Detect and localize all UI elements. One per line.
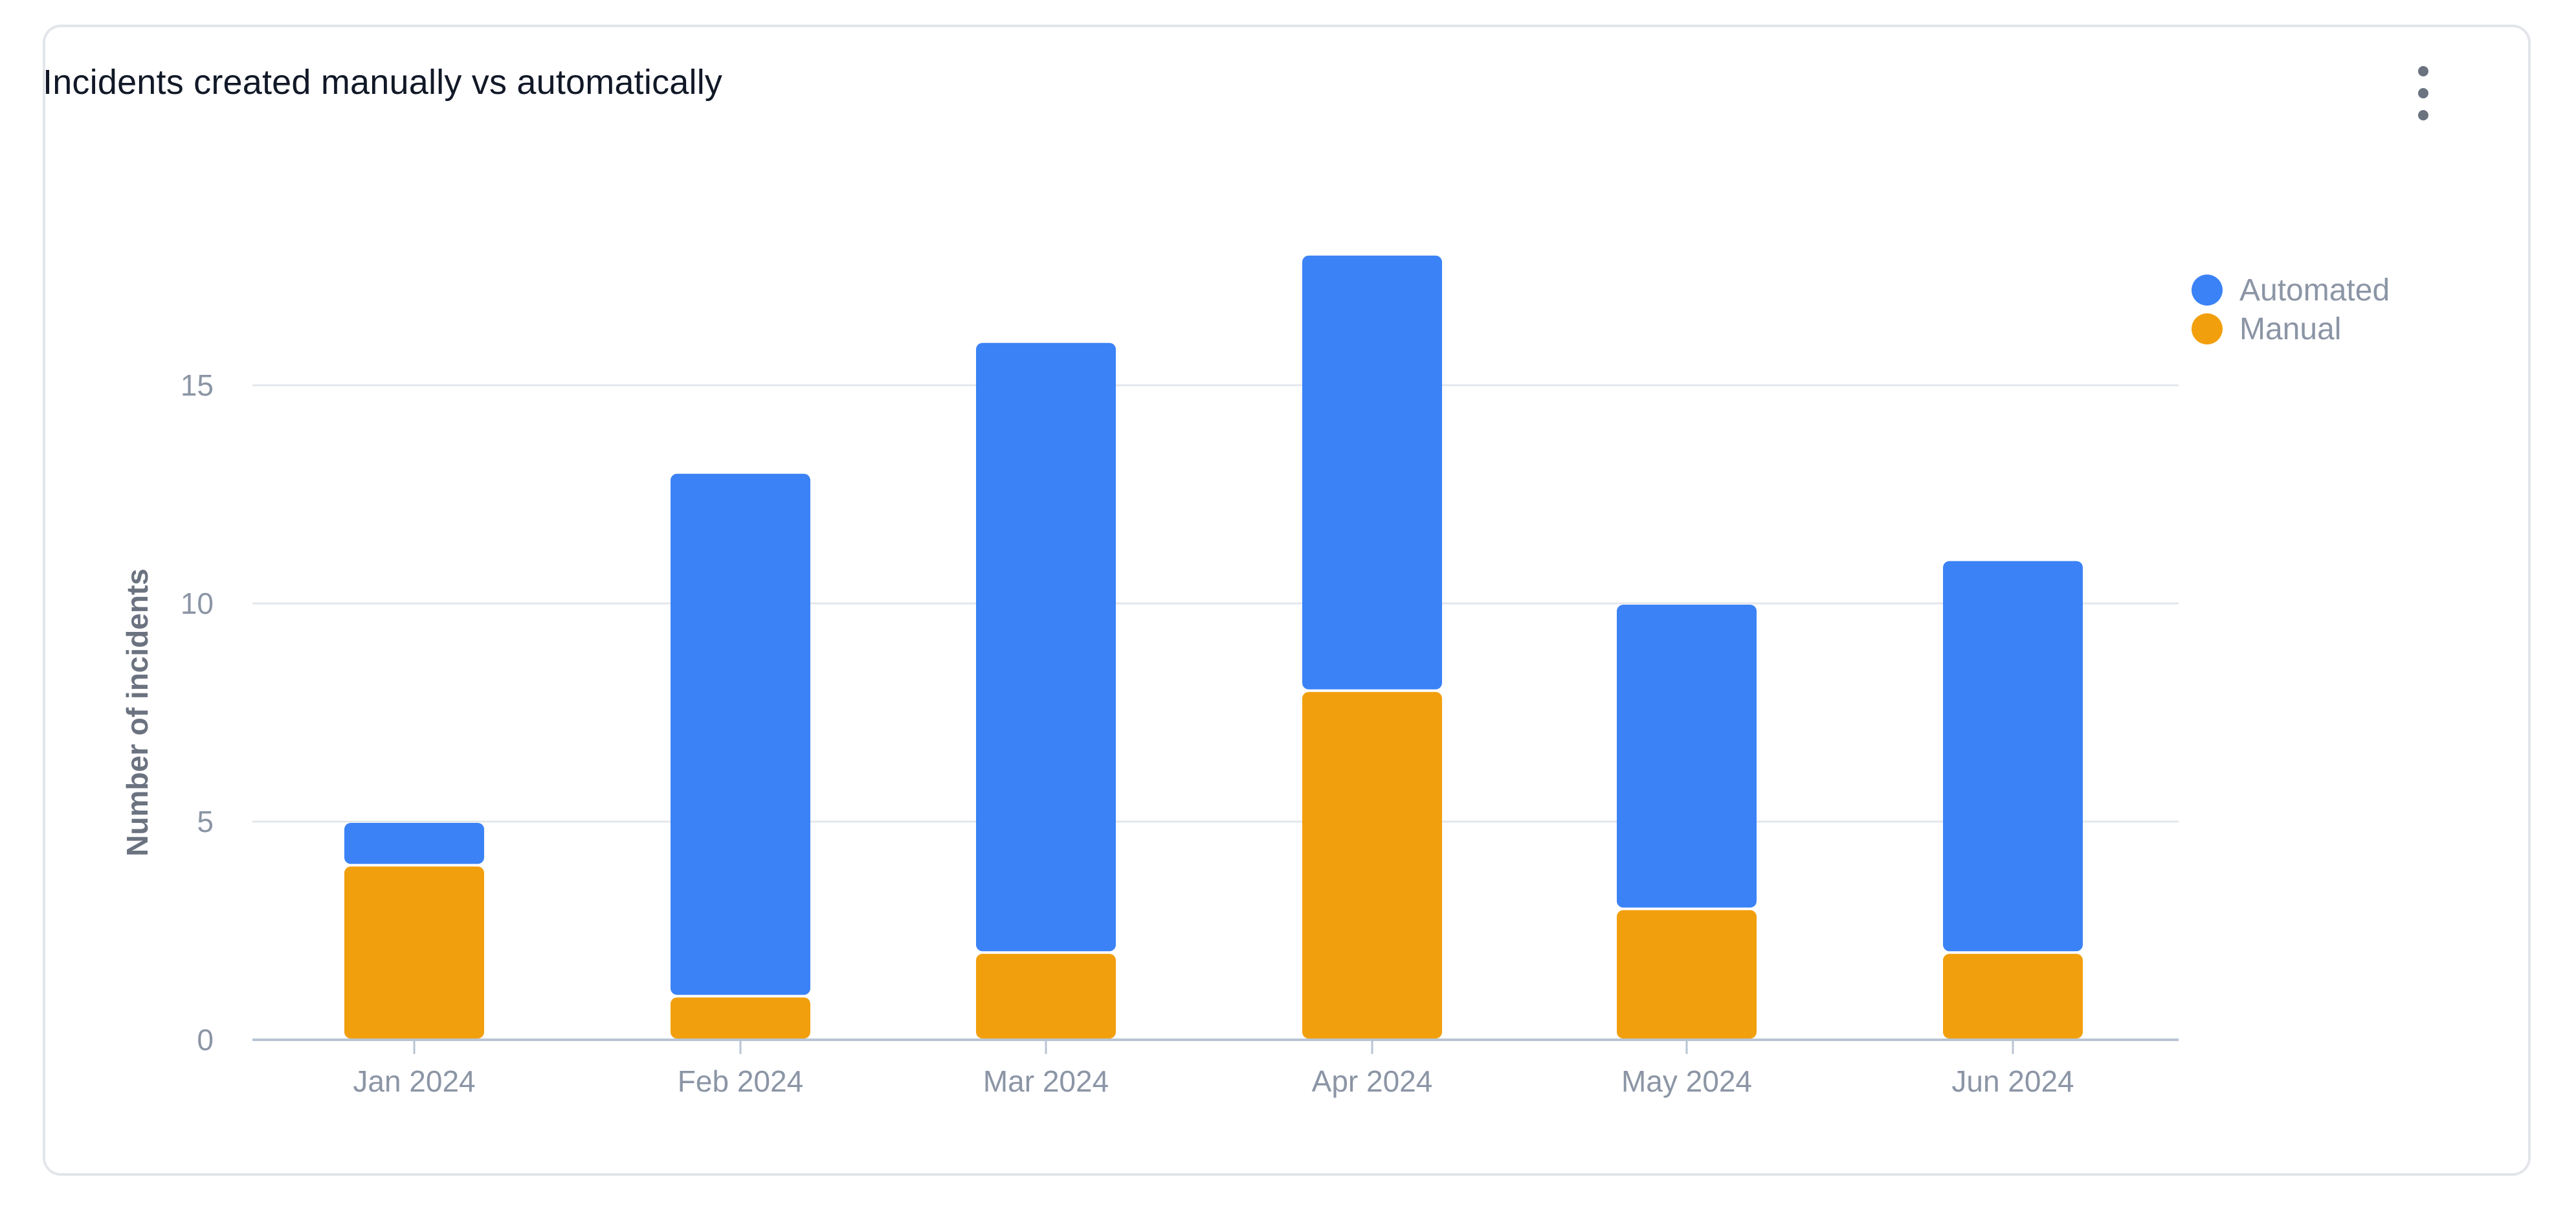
y-tick-label: 5 xyxy=(197,805,214,838)
more-options-button[interactable] xyxy=(2401,58,2445,129)
bar-manual xyxy=(344,866,484,1038)
more-vertical-icon-dot xyxy=(2418,110,2428,120)
chart-title: Incidents created manually vs automatica… xyxy=(43,63,723,102)
bar-manual xyxy=(976,954,1116,1038)
y-tick-label: 0 xyxy=(197,1023,214,1057)
x-tick-label: Jan 2024 xyxy=(353,1064,475,1098)
x-tick-label: Jun 2024 xyxy=(1951,1064,2074,1098)
bar-manual xyxy=(671,997,810,1038)
legend-label-manual: Manual xyxy=(2239,311,2342,346)
y-tick-label: 10 xyxy=(181,587,214,620)
legend-swatch-manual xyxy=(2192,313,2223,344)
bar-automated xyxy=(671,473,810,995)
bar-manual xyxy=(1617,910,1757,1038)
bar-automated xyxy=(1943,561,2083,952)
bar-automated xyxy=(976,342,1116,952)
y-axis-title: Number of incidents xyxy=(120,568,154,857)
bar-automated xyxy=(1617,605,1757,908)
legend-item-automated[interactable]: Automated xyxy=(2192,271,2390,309)
more-vertical-icon xyxy=(2418,66,2428,76)
x-tick-label: May 2024 xyxy=(1621,1064,1752,1098)
x-tick-label: Apr 2024 xyxy=(1312,1064,1433,1098)
chart-legend: Automated Manual xyxy=(2192,271,2390,348)
y-tick-label: 15 xyxy=(181,368,214,402)
more-vertical-icon-dot xyxy=(2418,88,2428,98)
legend-item-manual[interactable]: Manual xyxy=(2192,309,2390,348)
bar-automated xyxy=(344,823,484,864)
x-tick-label: Mar 2024 xyxy=(983,1064,1109,1098)
bar-manual xyxy=(1302,691,1442,1038)
bar-manual xyxy=(1943,954,2083,1038)
legend-label-automated: Automated xyxy=(2239,273,2390,308)
x-tick-label: Feb 2024 xyxy=(678,1064,803,1098)
legend-swatch-automated xyxy=(2192,275,2223,306)
bar-automated xyxy=(1302,255,1442,690)
